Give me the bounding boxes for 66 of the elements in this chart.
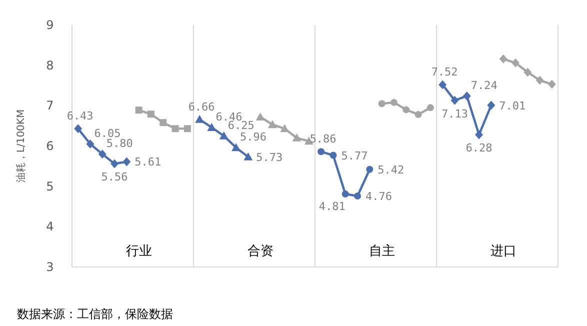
point bbox=[342, 190, 349, 198]
point bbox=[184, 125, 191, 132]
point bbox=[160, 119, 167, 126]
point bbox=[511, 58, 520, 68]
point bbox=[462, 91, 471, 100]
point bbox=[450, 96, 459, 105]
point bbox=[402, 106, 410, 114]
y-axis-title: 油耗，L/100KM bbox=[15, 109, 27, 183]
point bbox=[414, 111, 422, 118]
point bbox=[426, 104, 434, 112]
y-tick-label: 8 bbox=[46, 58, 54, 72]
data-label: 4.76 bbox=[366, 190, 392, 204]
point bbox=[147, 110, 154, 118]
point bbox=[524, 68, 532, 77]
point bbox=[390, 98, 398, 106]
y-tick-label: 7 bbox=[46, 98, 54, 113]
point bbox=[438, 80, 447, 90]
point bbox=[219, 131, 228, 140]
data-label: 7.13 bbox=[441, 107, 468, 120]
y-tick-label: 4 bbox=[46, 220, 54, 234]
data-label: 7.24 bbox=[470, 78, 498, 92]
point bbox=[244, 152, 253, 160]
point bbox=[110, 159, 119, 168]
data-label: 5.80 bbox=[106, 137, 133, 150]
data-label: 7.52 bbox=[431, 66, 458, 79]
point bbox=[354, 192, 362, 200]
data-label: 5.56 bbox=[101, 170, 128, 184]
point bbox=[366, 166, 374, 173]
data-label: 7.01 bbox=[499, 99, 526, 112]
point bbox=[499, 54, 508, 64]
point bbox=[548, 80, 556, 89]
data-label: 5.96 bbox=[240, 130, 267, 144]
x-tick-label: 进口 bbox=[490, 244, 516, 259]
point bbox=[256, 112, 265, 120]
point bbox=[135, 106, 142, 114]
point bbox=[172, 125, 179, 132]
point bbox=[378, 100, 386, 108]
point bbox=[122, 157, 131, 166]
point bbox=[487, 100, 496, 110]
point bbox=[292, 133, 302, 142]
data-label: 6.43 bbox=[66, 110, 94, 123]
point bbox=[86, 139, 94, 148]
x-tick-label: 行业 bbox=[126, 244, 152, 259]
source-note: 数据来源：工信部，保险数据 bbox=[17, 307, 173, 321]
y-tick-label: 3 bbox=[46, 260, 54, 274]
data-label: 5.42 bbox=[378, 163, 404, 176]
data-label: 4.81 bbox=[318, 200, 346, 213]
data-label: 6.28 bbox=[466, 142, 492, 155]
x-tick-label: 合资 bbox=[247, 244, 274, 259]
point bbox=[475, 130, 484, 140]
data-label: 6.05 bbox=[94, 126, 121, 140]
data-label: 5.86 bbox=[310, 132, 336, 146]
point bbox=[74, 124, 82, 134]
y-tick-label: 6 bbox=[46, 139, 54, 153]
point bbox=[536, 76, 544, 85]
point bbox=[98, 150, 106, 159]
point bbox=[330, 152, 337, 159]
data-label: 5.61 bbox=[134, 156, 162, 169]
data-label: 5.73 bbox=[256, 150, 283, 164]
data-label: 6.66 bbox=[188, 100, 215, 114]
x-tick-label: 自主 bbox=[368, 243, 395, 259]
point bbox=[268, 120, 277, 128]
y-tick-label: 5 bbox=[46, 179, 54, 194]
point bbox=[318, 148, 325, 156]
data-label: 5.77 bbox=[341, 149, 368, 162]
y-tick-label: 9 bbox=[46, 18, 54, 32]
